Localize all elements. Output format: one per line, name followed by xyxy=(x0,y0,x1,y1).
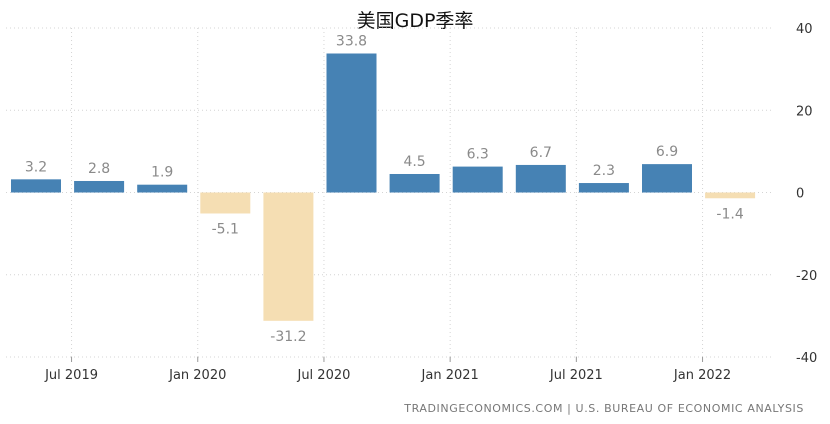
bar xyxy=(452,166,503,193)
x-tick-label: Jan 2022 xyxy=(673,368,731,383)
gridlines xyxy=(6,27,772,358)
y-tick-label: 40 xyxy=(796,22,813,37)
data-labels: 3.2 2.8 1.9 -5.1 -31.2 33.8 4.5 6.3 6.7 2.3 6.9 -1.… xyxy=(25,33,744,344)
source-credit: TRADINGECONOMICS.COM | U.S. BUREAU OF EC… xyxy=(404,402,804,415)
bars xyxy=(11,53,756,321)
data-label: 2.3 xyxy=(593,163,615,179)
data-label: 4.5 xyxy=(403,154,425,170)
x-tick-label: Jul 2021 xyxy=(549,368,603,383)
data-label: 3.2 xyxy=(25,159,47,175)
bar xyxy=(200,192,251,214)
bar xyxy=(137,184,188,193)
bar xyxy=(263,192,314,321)
axes: 40 20 0 -20 -40 Jul 2019 Jan 2020 Jul 2020 Jan 2… xyxy=(44,22,817,383)
data-label: 6.9 xyxy=(656,144,678,160)
data-label: 33.8 xyxy=(336,33,367,49)
data-label: -31.2 xyxy=(270,329,306,345)
bar xyxy=(326,53,377,193)
x-tick-label: Jan 2021 xyxy=(421,368,479,383)
bar xyxy=(578,183,629,193)
y-tick-label: -20 xyxy=(796,269,817,284)
bar xyxy=(705,192,756,199)
chart-title: 美国GDP季率 xyxy=(356,10,474,32)
y-tick-label: 0 xyxy=(796,187,804,202)
bar xyxy=(74,180,125,193)
data-label: -1.4 xyxy=(716,206,743,222)
bar xyxy=(515,164,566,193)
y-tick-label: 20 xyxy=(796,104,813,119)
data-label: 2.8 xyxy=(88,161,110,177)
x-tick-label: Jul 2020 xyxy=(296,368,350,383)
bar xyxy=(389,173,440,193)
data-label: 1.9 xyxy=(151,165,173,181)
data-label: 6.3 xyxy=(467,147,489,163)
bar xyxy=(642,164,692,193)
x-tick-label: Jan 2020 xyxy=(168,368,226,383)
data-label: -5.1 xyxy=(212,221,239,237)
x-tick-label: Jul 2019 xyxy=(44,368,98,383)
data-label: 6.7 xyxy=(530,145,552,161)
y-tick-label: -40 xyxy=(796,351,817,366)
bar xyxy=(11,179,61,193)
